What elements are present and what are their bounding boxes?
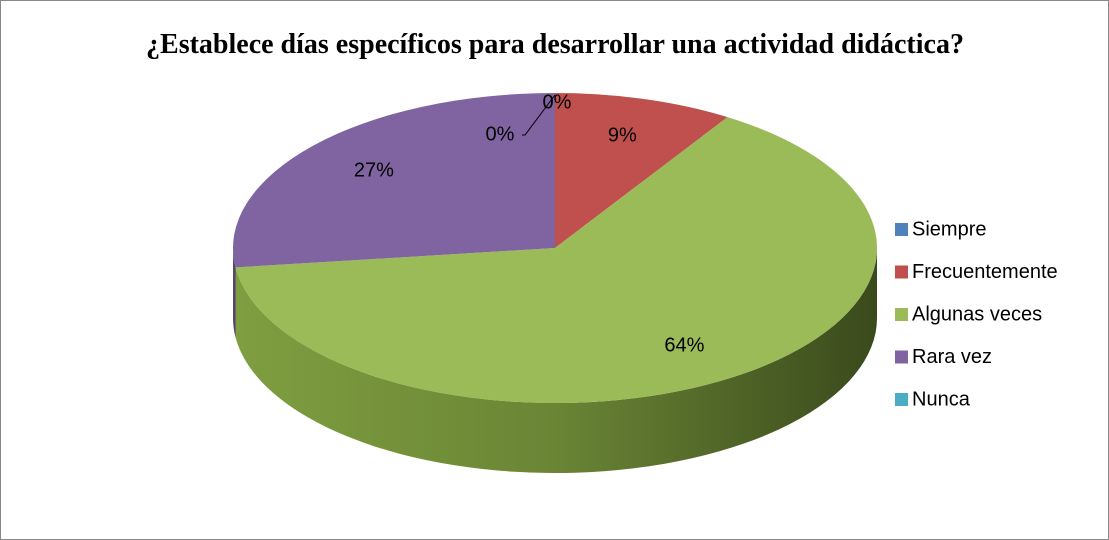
data-label: 9% (608, 125, 637, 147)
pie-slice (235, 117, 877, 403)
leader-line (522, 94, 556, 136)
chart-title: ¿Establece días específicos para desarro… (146, 29, 964, 60)
legend-swatch (895, 350, 908, 364)
pie-side (233, 248, 236, 338)
pie-slice (555, 93, 728, 248)
legend-label: Siempre (912, 218, 986, 240)
legend-label: Rara vez (912, 346, 992, 368)
legend-swatch (895, 265, 908, 279)
legend-label: Frecuentemente (912, 261, 1058, 283)
pie-side (235, 248, 877, 474)
legend-label: Nunca (912, 388, 971, 410)
data-label: 64% (664, 334, 704, 356)
pie-slice (232, 93, 555, 268)
data-label: 0% (486, 123, 515, 145)
legend-label: Algunas veces (912, 303, 1042, 325)
legend-swatch (895, 223, 908, 236)
data-label: 0% (543, 91, 572, 113)
legend-swatch (895, 308, 908, 321)
data-label: 27% (354, 159, 394, 181)
legend-swatch (895, 393, 908, 406)
